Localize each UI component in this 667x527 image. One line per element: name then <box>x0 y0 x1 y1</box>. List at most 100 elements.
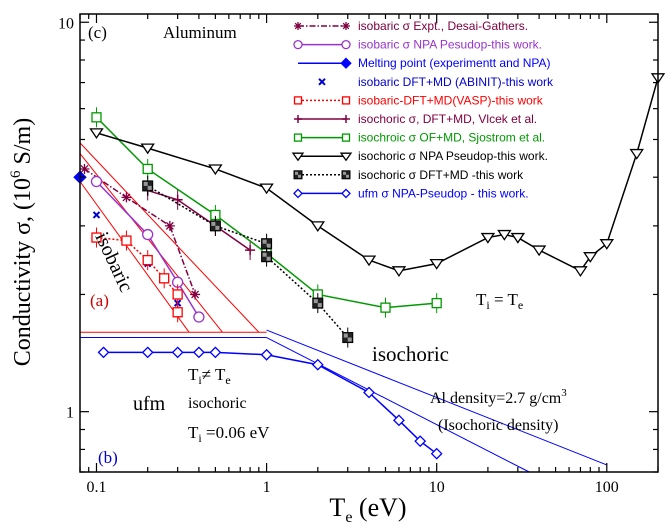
marker-checker <box>347 337 352 342</box>
data-point <box>431 297 442 309</box>
legend-item-ufm-npa-pseudop-this-work: ufm σ NPA-Pseudop - this work. <box>293 186 529 200</box>
marker-checker <box>262 239 267 244</box>
data-point <box>91 112 102 123</box>
marker-checker <box>147 185 152 190</box>
legend-item-melting-point-experimentt-and-npa: Melting point (experimentt and NPA) <box>298 56 551 70</box>
data-point <box>208 164 223 176</box>
legend-item-isobaric-npa-pesudop-this-work: isobaric σ NPA Pesudop-this work. <box>293 38 542 52</box>
ti-not-equal-te-sub1: i <box>198 373 202 387</box>
x-tick-label: 10 <box>429 479 445 496</box>
data-point <box>363 386 375 399</box>
legend-marker <box>294 115 302 123</box>
ti-value-main: T <box>188 423 199 442</box>
legend-label: isochoric σ, DFT+MD, Vlcek et al. <box>358 112 537 126</box>
data-point <box>380 302 391 313</box>
data-point <box>361 255 377 267</box>
legend-label: Melting point (experimentt and NPA) <box>358 56 551 70</box>
legend-marker <box>342 115 350 123</box>
y-axis-label-sup: 6 <box>8 170 24 178</box>
data-point <box>142 180 154 192</box>
series-isochoric-npa-pseudop-this-work <box>89 73 666 277</box>
data-point <box>190 289 201 300</box>
data-point <box>97 346 110 359</box>
legend-marker <box>293 39 303 50</box>
data-point <box>164 220 175 231</box>
legend-marker <box>318 78 326 86</box>
data-point <box>342 332 354 344</box>
marker-checker <box>295 171 298 175</box>
legend-marker <box>341 39 351 50</box>
ti-not-equal-te-main: T <box>188 365 199 384</box>
y-axis-label-unit: S/m) <box>10 118 36 171</box>
y-axis-label: Conductivity σ, (106 S/m) <box>8 118 36 366</box>
isochoric-label: isochoric <box>372 342 449 366</box>
legend-label: isobaric-DFT+MD(VASP)-this work <box>358 93 544 107</box>
x-axis-label-unit: (eV) <box>352 493 406 522</box>
ti-not-equal-te-label: Ti≠ Te <box>188 365 231 387</box>
legend-label: isochoric σ NPA Pseudop-this work. <box>358 149 548 163</box>
legend-marker <box>339 152 353 162</box>
data-point <box>393 414 405 427</box>
guide-line <box>79 153 223 333</box>
density-main: Al density=2.7 g/cm <box>430 390 562 407</box>
marker-checker <box>317 303 322 308</box>
legend-marker <box>293 170 303 180</box>
data-point <box>261 251 273 263</box>
ti-equals-te-sub2: e <box>518 298 523 312</box>
data-point <box>259 183 274 195</box>
material-label: Aluminum <box>163 23 237 42</box>
legend-marker <box>294 22 302 30</box>
legend-label: isobaric σ NPA Pesudop-this work. <box>358 38 542 52</box>
data-point <box>573 266 588 277</box>
data-point <box>172 194 183 205</box>
series-line <box>84 168 196 295</box>
guide-lines <box>79 142 607 473</box>
data-point <box>391 266 407 277</box>
panel-b-label: (b) <box>98 448 118 467</box>
x-tick-label: 100 <box>595 479 619 496</box>
series-isobaric-expt-desai-gathers <box>79 163 201 300</box>
legend-item-isobaric-expt-desai-gathers: isobaric σ Expt., Desai-Gathers. <box>294 19 528 33</box>
data-point <box>159 273 170 284</box>
data-series <box>73 73 666 460</box>
ti-value-sub: i <box>198 431 202 445</box>
data-point <box>531 245 547 257</box>
data-point <box>90 175 103 188</box>
ti-value-rest: =0.06 eV <box>202 423 270 442</box>
data-point <box>429 258 444 270</box>
guide-line <box>79 142 260 333</box>
legend-marker <box>341 170 351 180</box>
density-label: Al density=2.7 g/cm3 <box>430 387 567 407</box>
legend-label: isochoric σ DFT+MD -this work <box>358 168 524 182</box>
legend-item-isobaric-dft-md-abinit-this-work: isobaric DFT+MD (ABINIT)-this work <box>318 75 554 89</box>
panel-a-label: (a) <box>90 291 109 310</box>
ti-value-label: Ti =0.06 eV <box>188 423 270 445</box>
legend-item-isochoric-dft-md-this-work: isochoric σ DFT+MD -this work <box>293 168 524 182</box>
legend-marker <box>342 22 350 30</box>
legend-marker <box>291 152 305 162</box>
ti-not-equal-te-mid: ≠ T <box>202 365 226 384</box>
series-isochoric-dft-md-this-work <box>142 175 354 348</box>
series-line <box>147 189 251 251</box>
ti-equals-te-mid: = T <box>490 290 519 309</box>
data-point <box>310 221 326 233</box>
legend-marker <box>341 133 351 142</box>
data-point <box>192 346 205 359</box>
legend-marker <box>293 188 303 199</box>
data-point <box>141 346 154 359</box>
legend-item-isochoric-dft-md-vlcek-et-al: isochoric σ, DFT+MD, Vlcek et al. <box>294 112 537 126</box>
data-point <box>92 211 101 219</box>
density-sup: 3 <box>561 387 567 399</box>
density-note: (Isochoric density) <box>438 417 558 434</box>
data-point <box>172 289 183 300</box>
data-point <box>209 220 221 232</box>
guide-line <box>79 181 190 333</box>
marker-checker <box>211 221 216 226</box>
ti-equals-te-sub1: i <box>486 298 490 312</box>
series-line <box>95 180 200 318</box>
series-line <box>147 185 349 339</box>
legend-label: isochroic σ OF+MD, Sjostrom et al. <box>358 131 545 145</box>
data-point <box>583 252 598 263</box>
guide-line <box>266 329 607 466</box>
marker-checker <box>343 333 348 338</box>
